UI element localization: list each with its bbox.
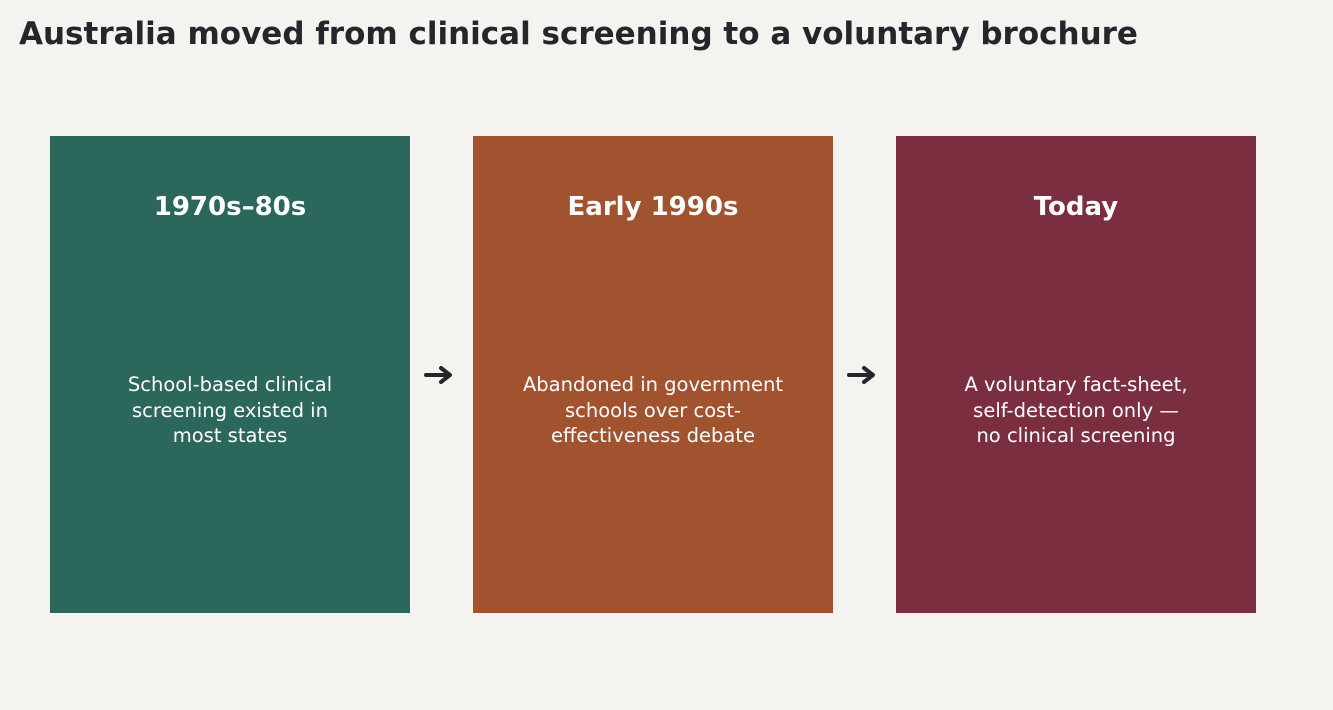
- page-title: Australia moved from clinical screening …: [19, 16, 1138, 52]
- stage-description-line: Abandoned in government: [522, 373, 784, 396]
- stage-heading: 1970s–80s: [153, 192, 307, 222]
- stage-description-line: schools over cost-: [564, 398, 742, 422]
- stage-description-line: most states: [172, 424, 288, 447]
- stage-heading: Today: [1033, 192, 1119, 222]
- stage-box-1970s-80s: 1970s–80s School-based clinical screenin…: [50, 136, 410, 613]
- stage-description-line: self-detection only —: [973, 398, 1179, 422]
- stage-description-line: School-based clinical: [127, 373, 333, 396]
- arrow-right-icon: [847, 366, 875, 384]
- stage-description-line: effectiveness debate: [551, 424, 755, 447]
- stage-description: A voluntary fact-sheet, self-detection o…: [916, 372, 1236, 449]
- stage-heading: Early 1990s: [567, 192, 739, 222]
- stage-description: School-based clinical screening existed …: [70, 372, 390, 449]
- stage-description-line: A voluntary fact-sheet,: [964, 373, 1188, 396]
- stage-description-line: screening existed in: [132, 398, 328, 422]
- stage-box-early-1990s: Early 1990s Abandoned in government scho…: [473, 136, 833, 613]
- stage-description-line: no clinical screening: [976, 424, 1176, 447]
- arrow-right-icon: [424, 366, 452, 384]
- stage-box-today: Today A voluntary fact-sheet, self-detec…: [896, 136, 1256, 613]
- stage-description: Abandoned in government schools over cos…: [493, 372, 813, 449]
